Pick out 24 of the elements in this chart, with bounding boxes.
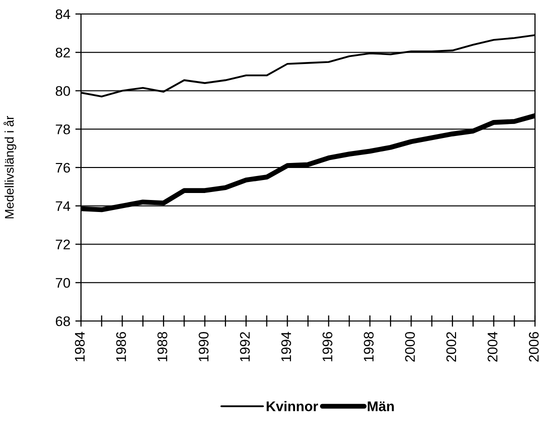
x-tick-label: 1986	[116, 332, 126, 362]
x-tick-label: 2006	[528, 332, 539, 362]
legend-label: Kvinnor	[266, 401, 318, 412]
x-tick-label: 1990	[198, 332, 209, 362]
x-tick-label: 1984	[74, 332, 85, 362]
y-tick-label: 80	[56, 86, 70, 96]
y-tick-label: 82	[56, 48, 70, 58]
y-tick-label: 72	[56, 240, 70, 250]
y-tick-label: 74	[56, 201, 70, 211]
x-tick-label: 1998	[364, 332, 374, 362]
y-tick-label: 84	[56, 9, 70, 20]
x-tick-label: 1996	[322, 332, 332, 362]
y-tick-label: 76	[56, 162, 70, 173]
y-axis-title: Medellivslängd i år	[4, 116, 16, 218]
legend-label: Män	[368, 401, 394, 412]
x-tick-label: 1992	[240, 332, 250, 362]
y-tick-label: 68	[56, 316, 70, 326]
y-tick-label: 78	[56, 124, 70, 134]
x-tick-label: 1988	[157, 332, 168, 362]
y-tick-label: 70	[56, 278, 70, 288]
x-tick-label: 1994	[281, 332, 292, 362]
x-tick-label: 2004	[488, 332, 498, 362]
x-tick-label: 2002	[446, 332, 456, 362]
x-tick-label: 2000	[405, 332, 415, 362]
